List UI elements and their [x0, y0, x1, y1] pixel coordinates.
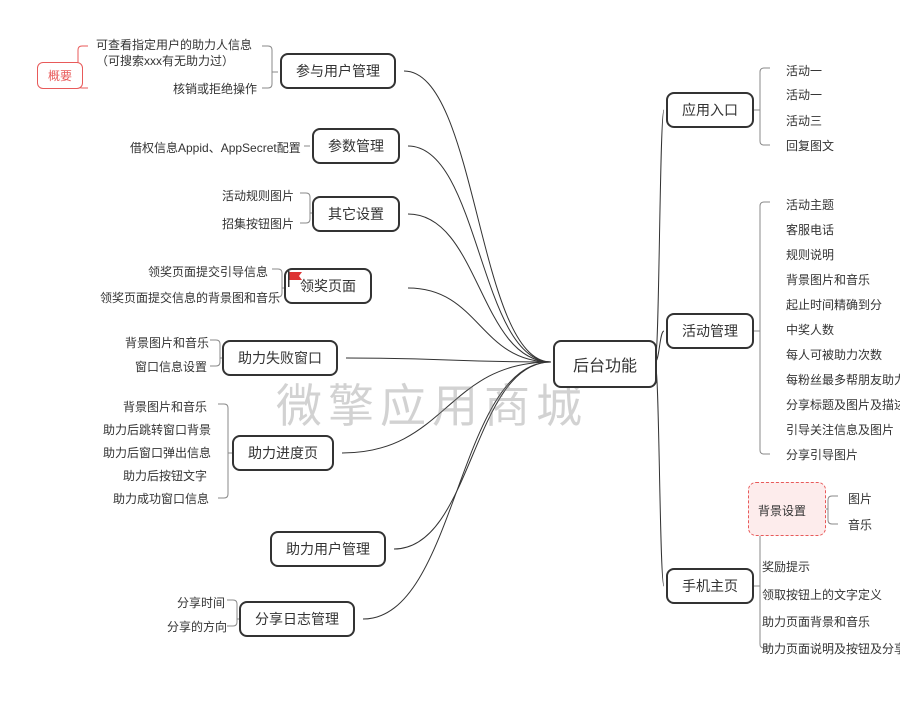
- node-手机主页: 手机主页: [666, 568, 754, 604]
- leaf: 中奖人数: [786, 321, 834, 339]
- leaf: 助力页面背景和音乐: [762, 613, 870, 631]
- leaf: 核销或拒绝操作: [173, 80, 257, 98]
- highlight-label: 背景设置: [758, 502, 806, 519]
- leaf: 分享引导图片: [786, 446, 858, 464]
- leaf: 分享时间: [177, 594, 225, 612]
- leaf: 招集按钮图片: [222, 215, 294, 233]
- leaf: 窗口信息设置: [135, 358, 207, 376]
- leaf: 活动规则图片: [222, 187, 294, 205]
- leaf: 领奖页面提交引导信息: [148, 263, 268, 281]
- leaf: 每粉丝最多帮朋友助力次数: [786, 371, 900, 389]
- node-领奖页面: 领奖页面: [284, 268, 372, 304]
- node-参与用户管理: 参与用户管理: [280, 53, 396, 89]
- leaf: 背景图片和音乐: [125, 334, 209, 352]
- leaf: 活动三: [786, 112, 822, 130]
- leaf: 客服电话: [786, 221, 834, 239]
- leaf: 奖励提示: [762, 558, 810, 576]
- node-活动管理: 活动管理: [666, 313, 754, 349]
- leaf: 可查看指定用户的助力人信息（可搜索xxx有无助力过）: [96, 38, 256, 69]
- leaf: 借权信息Appid、AppSecret配置: [130, 139, 301, 157]
- node-助力用户管理: 助力用户管理: [270, 531, 386, 567]
- node-分享日志管理: 分享日志管理: [239, 601, 355, 637]
- leaf: 助力后窗口弹出信息: [103, 444, 211, 462]
- leaf: 活动一: [786, 62, 822, 80]
- leaf: 助力成功窗口信息: [113, 490, 209, 508]
- leaf: 背景图片和音乐: [123, 398, 207, 416]
- leaf: 助力页面说明及按钮及分享信息: [762, 640, 900, 658]
- leaf: 背景图片和音乐: [786, 271, 870, 289]
- summary-badge: 概要: [37, 62, 83, 89]
- leaf: 活动一: [786, 86, 822, 104]
- center-node: 后台功能: [553, 340, 657, 388]
- leaf: 助力后跳转窗口背景: [103, 421, 211, 439]
- leaf: 回复图文: [786, 137, 834, 155]
- leaf: 领奖页面提交信息的背景图和音乐: [100, 289, 280, 307]
- leaf: 分享的方向: [167, 618, 227, 636]
- node-助力失败窗口: 助力失败窗口: [222, 340, 338, 376]
- leaf: 规则说明: [786, 246, 834, 264]
- node-应用入口: 应用入口: [666, 92, 754, 128]
- leaf: 音乐: [848, 516, 872, 534]
- leaf: 图片: [848, 490, 872, 508]
- leaf: 分享标题及图片及描述: [786, 396, 900, 414]
- node-助力进度页: 助力进度页: [232, 435, 334, 471]
- leaf: 起止时间精确到分: [786, 296, 882, 314]
- leaf: 活动主题: [786, 196, 834, 214]
- leaf: 每人可被助力次数: [786, 346, 882, 364]
- leaf: 助力后按钮文字: [123, 467, 207, 485]
- leaf: 引导关注信息及图片: [786, 421, 894, 439]
- node-其它设置: 其它设置: [312, 196, 400, 232]
- leaf: 领取按钮上的文字定义: [762, 586, 882, 604]
- node-参数管理: 参数管理: [312, 128, 400, 164]
